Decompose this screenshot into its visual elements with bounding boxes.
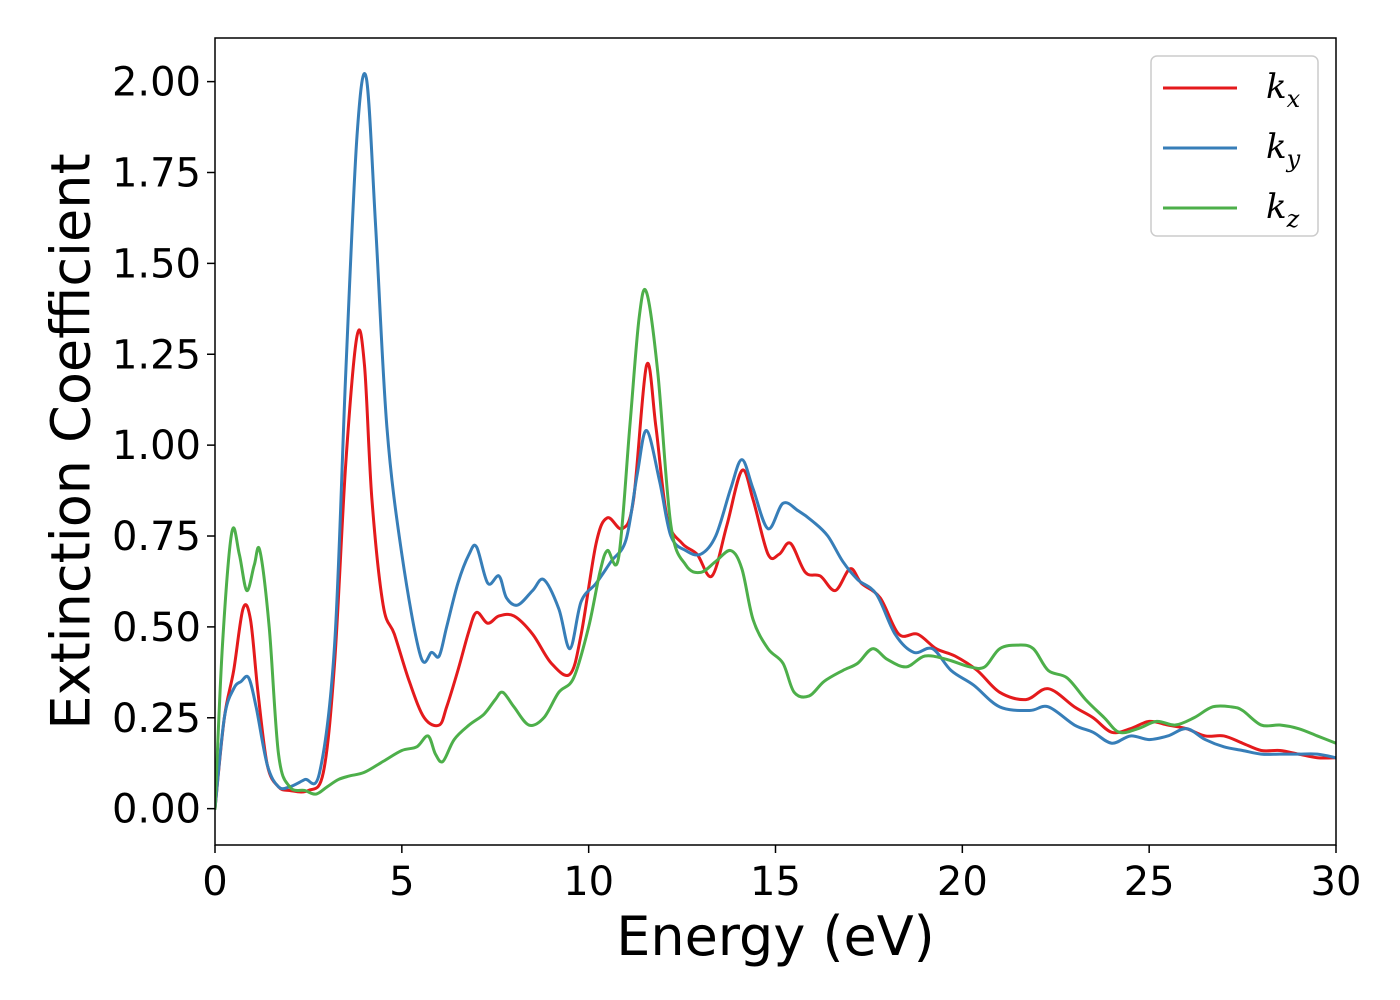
x-tick-label: 20 bbox=[937, 859, 988, 905]
legend: kx ky kz bbox=[1150, 55, 1319, 237]
legend-box bbox=[1150, 55, 1319, 237]
x-tick-label: 10 bbox=[563, 859, 614, 905]
series-line-y bbox=[215, 72, 1336, 811]
y-tick-label: 1.25 bbox=[112, 332, 201, 378]
x-axis: 0 5 10 15 20 25 30 bbox=[202, 845, 1361, 905]
y-tick-label: 2.00 bbox=[112, 60, 201, 106]
x-tick-label: 15 bbox=[750, 859, 801, 905]
y-tick-label: 0.25 bbox=[112, 696, 201, 742]
series-layer bbox=[215, 72, 1336, 811]
legend-label-x: kx bbox=[1266, 67, 1301, 113]
y-tick-label: 1.75 bbox=[112, 151, 201, 197]
y-axis-label: Extinction Coefficient bbox=[40, 153, 103, 729]
series-line-z bbox=[215, 287, 1336, 811]
y-tick-label: 1.50 bbox=[112, 241, 201, 287]
x-tick-label: 0 bbox=[202, 859, 227, 905]
legend-label-y: ky bbox=[1266, 127, 1301, 173]
x-tick-label: 30 bbox=[1311, 859, 1362, 905]
y-tick-label: 0.75 bbox=[112, 514, 201, 560]
y-tick-label: 0.50 bbox=[112, 605, 201, 651]
x-axis-label: Energy (eV) bbox=[616, 905, 935, 968]
x-tick-label: 5 bbox=[389, 859, 414, 905]
y-tick-label: 0.00 bbox=[112, 787, 201, 833]
y-axis: 0.00 0.25 0.50 0.75 1.00 1.25 1.50 1.75 2.00 bbox=[112, 60, 215, 833]
y-tick-label: 1.00 bbox=[112, 423, 201, 469]
series-line-x bbox=[215, 328, 1336, 811]
legend-label-z: kz bbox=[1266, 187, 1300, 233]
x-tick-label: 25 bbox=[1124, 859, 1175, 905]
